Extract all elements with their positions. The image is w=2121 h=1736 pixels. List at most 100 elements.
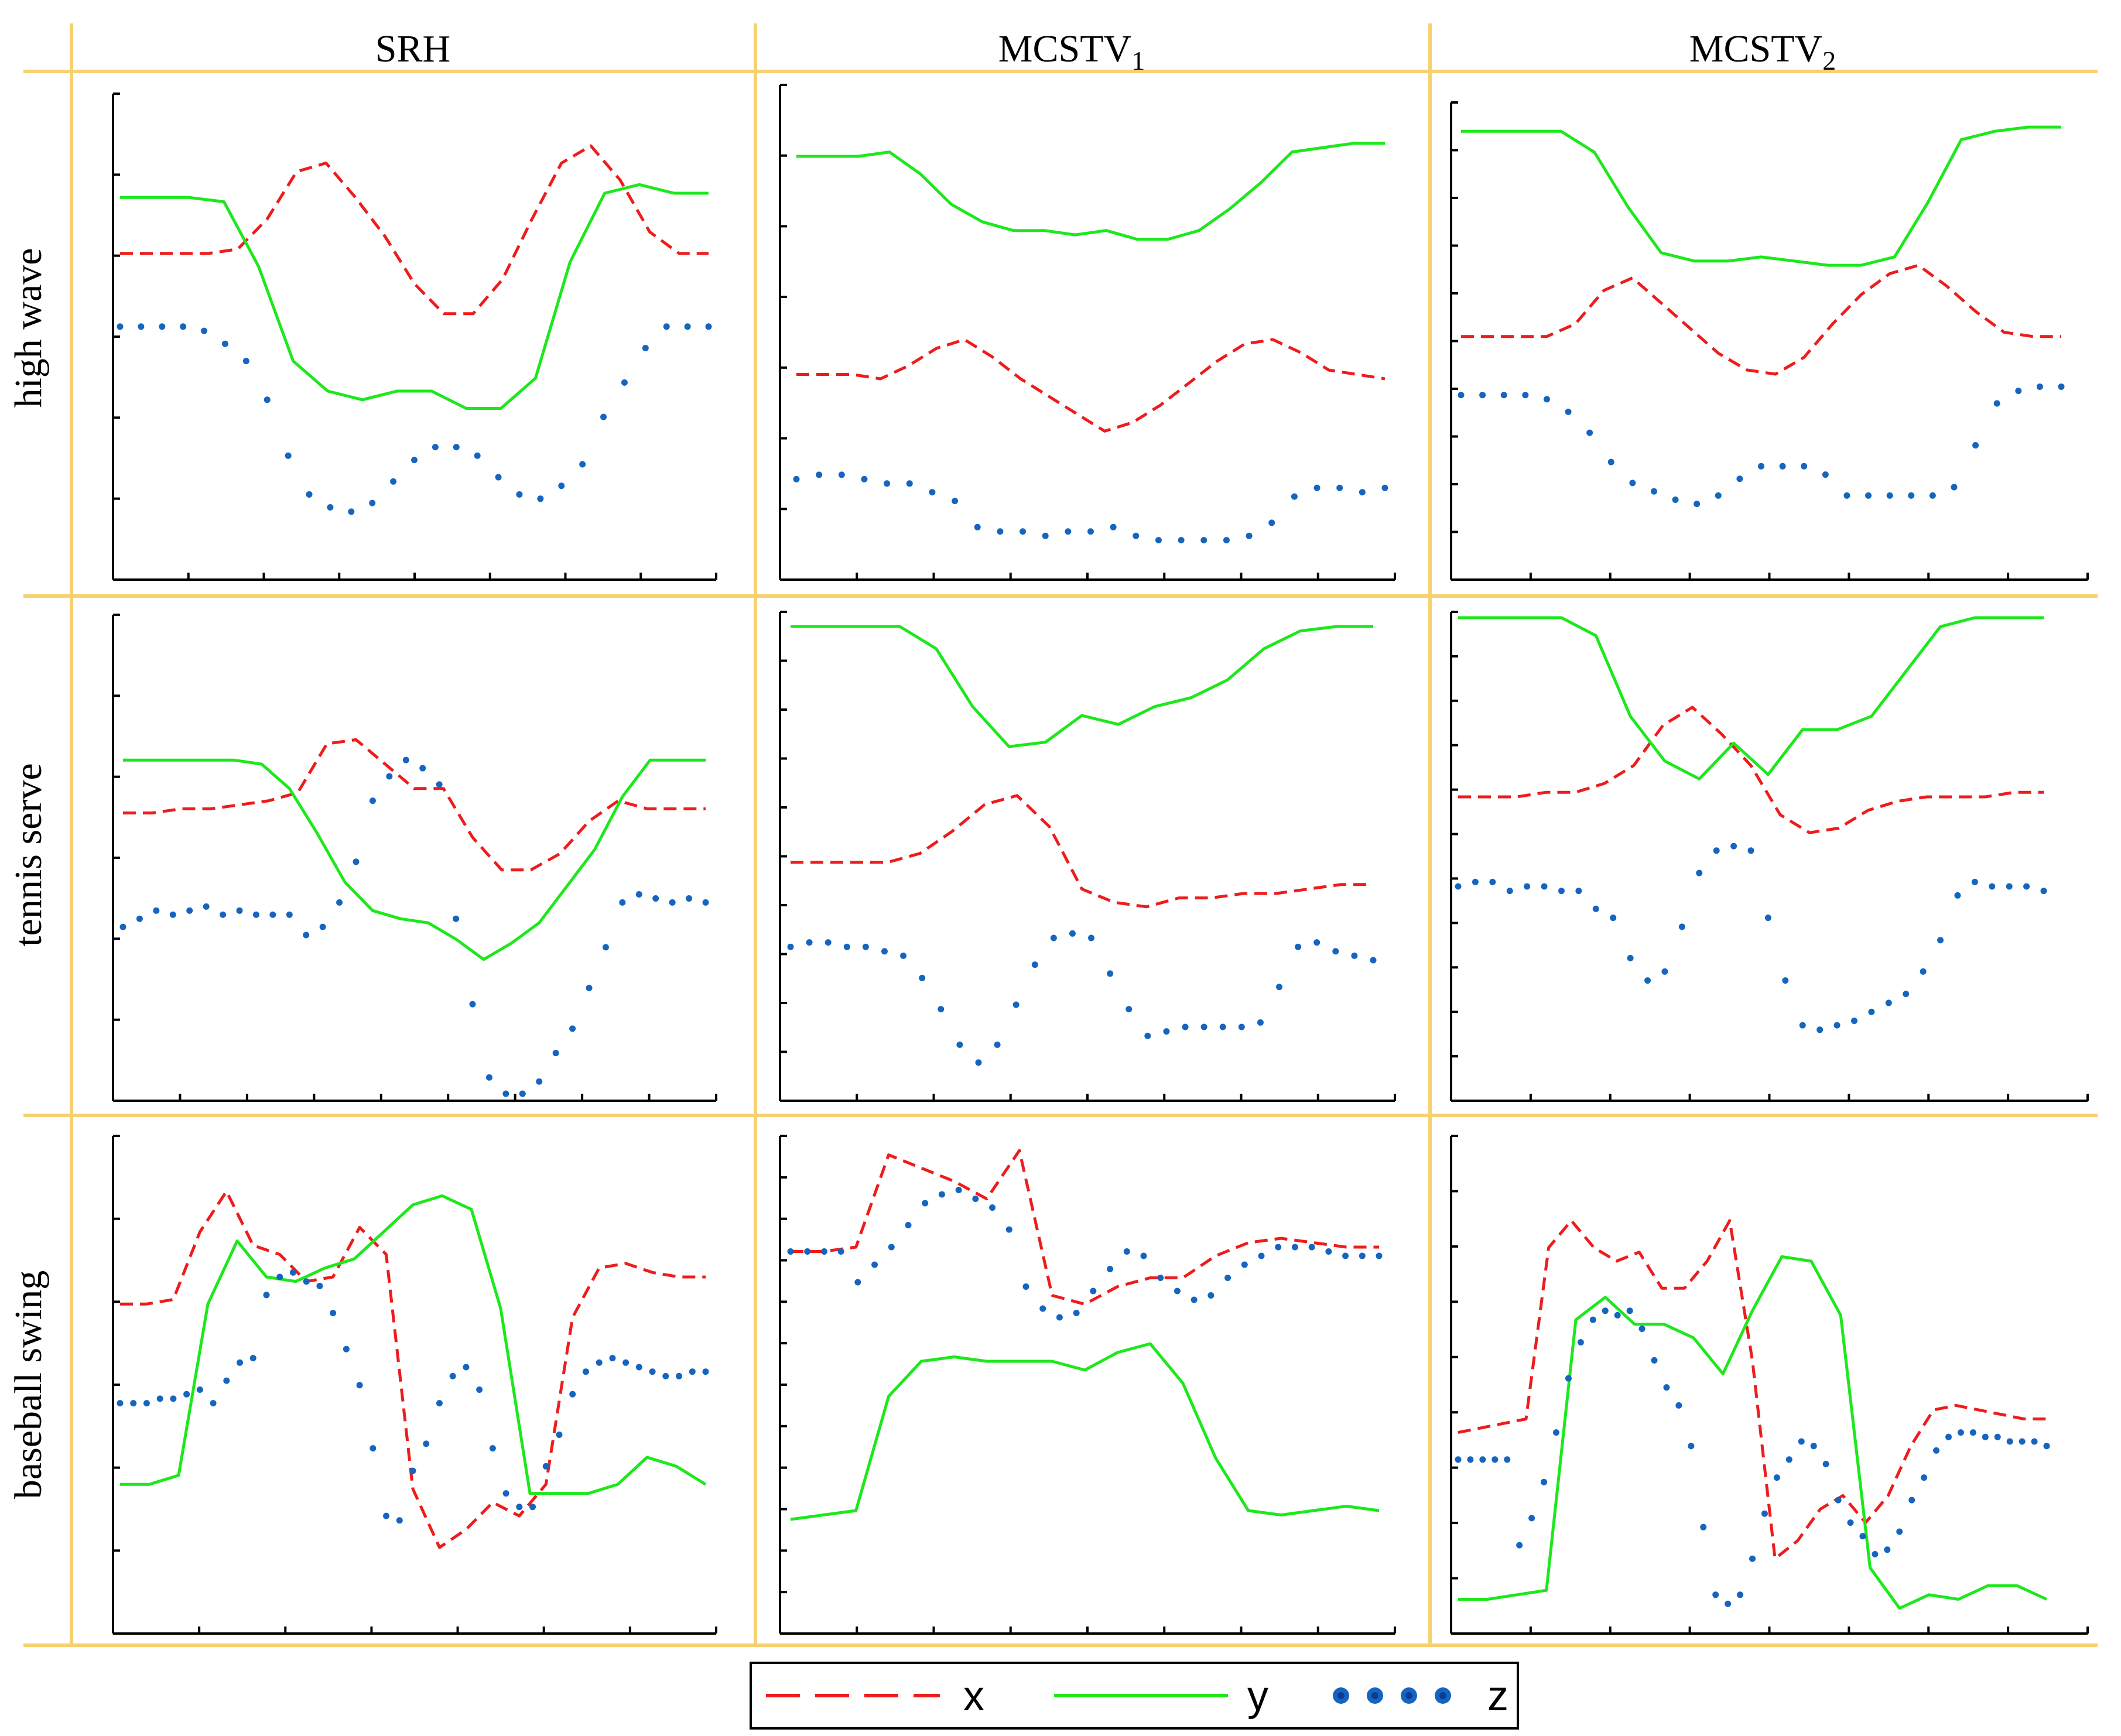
data-point-z (449, 1372, 456, 1379)
legend: x y z (750, 1662, 1519, 1730)
data-point-z (159, 323, 166, 330)
data-point-z (289, 1269, 296, 1276)
data-point-z (1575, 888, 1582, 895)
data-point-z (1885, 999, 1892, 1006)
data-point-z (1920, 968, 1927, 975)
data-point-z (2006, 1438, 2013, 1445)
data-point-z (1313, 939, 1321, 946)
series-x-line (1458, 1219, 2047, 1560)
data-point-z (1191, 1296, 1198, 1303)
data-point-z (1528, 1515, 1535, 1522)
data-point-z (989, 1204, 996, 1211)
data-point-z (994, 1041, 1001, 1048)
data-point-z (1522, 392, 1529, 399)
data-point-z (569, 1025, 576, 1032)
data-point-z (453, 444, 460, 451)
data-point-z (1524, 883, 1531, 890)
data-point-z (1865, 492, 1872, 499)
data-point-z (1725, 1600, 1732, 1607)
data-point-z (1945, 1433, 1952, 1440)
data-point-z (888, 1244, 895, 1251)
series-z-points (117, 1269, 709, 1524)
data-point-z (1541, 1478, 1548, 1485)
data-point-z (1257, 1019, 1264, 1026)
data-point-z (1969, 1429, 1976, 1436)
data-point-z (1479, 392, 1486, 399)
data-point-z (1376, 1252, 1383, 1259)
data-point-z (485, 1074, 492, 1081)
data-point-z (343, 1345, 350, 1352)
data-point-z (558, 482, 565, 489)
data-point-z (306, 491, 313, 498)
grid-lines (23, 23, 2098, 1647)
data-point-z (884, 480, 891, 487)
data-point-z (1565, 408, 1572, 415)
data-point-z (1500, 392, 1507, 399)
data-point-z (119, 923, 126, 930)
data-point-z (285, 452, 292, 459)
panel-1 (112, 93, 717, 581)
data-point-z (436, 781, 443, 788)
data-point-z (1833, 1022, 1841, 1029)
data-point-z (621, 379, 628, 386)
data-point-z (220, 911, 227, 918)
data-point-z (542, 1463, 549, 1470)
data-point-z (1908, 1497, 1915, 1504)
series-x-line (1458, 706, 2044, 834)
row-title-high-wave: high wave (7, 248, 50, 408)
data-point-z (419, 765, 426, 772)
series-y-line (790, 1342, 1380, 1521)
data-point-z (1972, 442, 1979, 449)
panels (112, 84, 2089, 1635)
data-point-z (1107, 970, 1114, 977)
data-point-z (1929, 492, 1936, 499)
data-point-z (905, 1222, 912, 1228)
data-point-z (1200, 1023, 1207, 1030)
data-point-z (210, 1400, 217, 1407)
data-point-z (906, 480, 913, 487)
data-point-z (269, 911, 276, 918)
data-point-z (1626, 1307, 1633, 1314)
data-point-z (1989, 883, 1996, 890)
data-point-z (1661, 968, 1668, 975)
data-point-z (838, 471, 845, 478)
data-point-z (1472, 878, 1479, 885)
data-point-z (264, 396, 271, 403)
data-point-z (1359, 1252, 1366, 1259)
data-point-z (1715, 492, 1722, 499)
data-point-z (369, 797, 376, 804)
data-point-z (1491, 1456, 1499, 1463)
legend-z-sample (1333, 1687, 1451, 1704)
data-point-z (1504, 1456, 1511, 1463)
data-point-z (552, 1050, 559, 1057)
data-point-z (1313, 484, 1321, 491)
panel-2 (779, 84, 1396, 581)
data-point-z (2036, 383, 2043, 390)
data-point-z (1933, 1447, 1940, 1454)
legend-x-label: x (963, 1673, 984, 1720)
data-point-z (956, 1041, 963, 1048)
data-point-z (1005, 1226, 1012, 1233)
data-point-z (1610, 915, 1617, 922)
series-y-line (120, 1194, 707, 1495)
data-point-z (390, 478, 397, 485)
data-point-z (423, 1440, 430, 1447)
legend-y-label: y (1247, 1673, 1268, 1720)
series-x-line (120, 144, 709, 316)
data-point-z (1516, 1542, 1523, 1549)
data-point-z (353, 858, 360, 865)
data-point-z (787, 1248, 794, 1255)
data-point-z (1993, 400, 2000, 407)
data-point-z (327, 504, 334, 511)
data-point-z (1224, 1275, 1231, 1281)
data-point-z (1847, 1519, 1854, 1526)
data-point-z (143, 1400, 150, 1407)
data-point-z (1773, 1474, 1780, 1481)
row-title-baseball-swing: baseball swing (7, 1271, 50, 1499)
data-point-z (495, 474, 502, 481)
data-point-z (348, 508, 355, 515)
data-point-z (1798, 1438, 1805, 1445)
data-point-z (1182, 1023, 1189, 1030)
data-point-z (862, 943, 869, 950)
series-y-line (120, 183, 709, 410)
